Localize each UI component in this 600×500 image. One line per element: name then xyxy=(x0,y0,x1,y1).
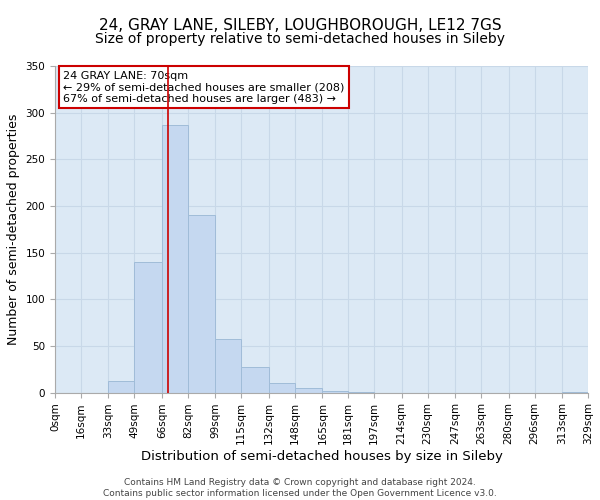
Bar xyxy=(269,384,295,392)
Bar xyxy=(162,125,188,392)
Bar xyxy=(109,380,134,392)
Bar xyxy=(188,216,215,392)
Bar xyxy=(134,262,162,392)
Bar xyxy=(295,388,322,392)
Bar xyxy=(322,391,348,392)
X-axis label: Distribution of semi-detached houses by size in Sileby: Distribution of semi-detached houses by … xyxy=(140,450,502,463)
Bar xyxy=(215,338,241,392)
Bar xyxy=(241,366,269,392)
Y-axis label: Number of semi-detached properties: Number of semi-detached properties xyxy=(7,114,20,345)
Text: 24, GRAY LANE, SILEBY, LOUGHBOROUGH, LE12 7GS: 24, GRAY LANE, SILEBY, LOUGHBOROUGH, LE1… xyxy=(98,18,502,32)
Text: 24 GRAY LANE: 70sqm
← 29% of semi-detached houses are smaller (208)
67% of semi-: 24 GRAY LANE: 70sqm ← 29% of semi-detach… xyxy=(63,71,344,104)
Text: Size of property relative to semi-detached houses in Sileby: Size of property relative to semi-detach… xyxy=(95,32,505,46)
Text: Contains HM Land Registry data © Crown copyright and database right 2024.
Contai: Contains HM Land Registry data © Crown c… xyxy=(103,478,497,498)
